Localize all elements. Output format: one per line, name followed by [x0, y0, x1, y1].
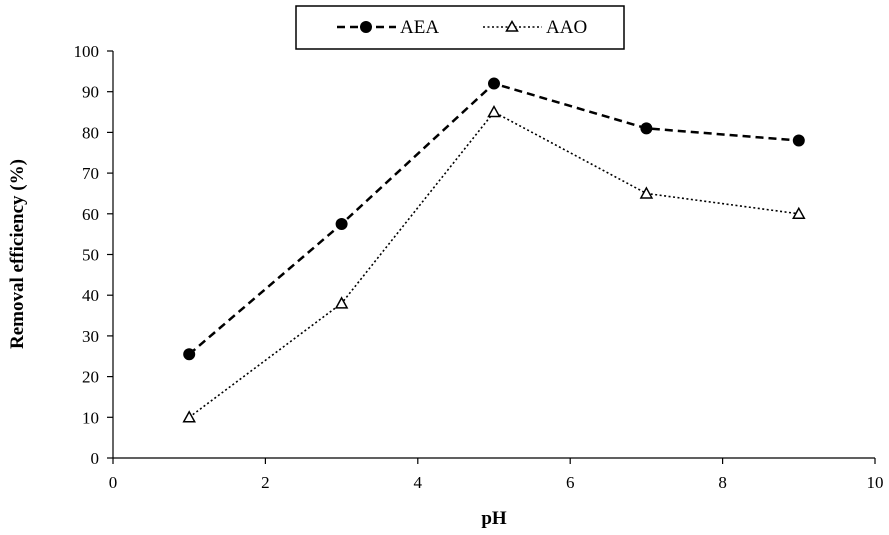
point-aea-3 — [335, 217, 348, 230]
legend-entry-aao: AAO — [483, 17, 587, 38]
series-layer — [182, 77, 806, 423]
point-aao-5 — [487, 104, 501, 118]
series-line-aea — [188, 82, 799, 356]
y-axis-title: Removal efficiency (%) — [7, 159, 28, 349]
point-aea-7 — [640, 122, 653, 135]
y-tick-label-0: 0 — [91, 449, 100, 468]
point-aao-3 — [334, 296, 349, 309]
legend-aea-marker — [360, 21, 372, 33]
tick-labels: 0 10 20 30 40 50 60 70 80 90 100 0 2 4 6 8 10 — [74, 42, 884, 492]
legend-aao-label: AAO — [546, 17, 587, 38]
x-axis-title: pH — [481, 508, 507, 529]
legend: AEA AAO — [295, 5, 625, 50]
series-line-aao — [188, 111, 799, 418]
y-tick-label-30: 30 — [82, 327, 99, 346]
y-tick-label-90: 90 — [82, 83, 99, 102]
legend-entry-aea: AEA — [337, 17, 439, 38]
x-tick-label-0: 0 — [109, 473, 118, 492]
point-aao-9 — [792, 206, 806, 220]
legend-aao-marker — [505, 20, 519, 32]
y-tick-label-70: 70 — [82, 164, 99, 183]
x-tick-label-10: 10 — [867, 473, 884, 492]
y-tick-label-80: 80 — [82, 123, 99, 142]
y-tick-label-10: 10 — [82, 408, 99, 427]
y-tick-label-60: 60 — [82, 205, 99, 224]
y-tick-label-40: 40 — [82, 286, 99, 305]
x-tick-label-4: 4 — [414, 473, 423, 492]
point-aao-7 — [639, 186, 654, 199]
y-tick-label-20: 20 — [82, 368, 99, 387]
point-aea-1 — [183, 348, 196, 361]
x-tick-label-8: 8 — [718, 473, 727, 492]
y-tick-label-100: 100 — [74, 42, 100, 61]
y-tick-label-50: 50 — [82, 246, 99, 265]
point-aao-1 — [182, 410, 196, 423]
point-aea-5 — [488, 77, 500, 90]
x-tick-label-2: 2 — [261, 473, 270, 492]
x-tick-label-6: 6 — [566, 473, 575, 492]
legend-aea-label: AEA — [400, 17, 439, 38]
point-aea-9 — [792, 134, 805, 147]
ticks — [107, 50, 876, 464]
